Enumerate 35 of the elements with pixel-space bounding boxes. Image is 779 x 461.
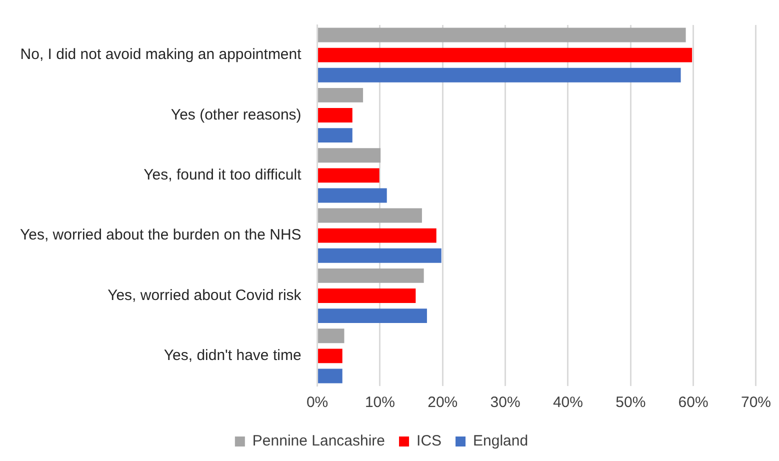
bar [318, 108, 352, 122]
bar [318, 368, 342, 384]
bar [318, 168, 380, 183]
bar [318, 288, 416, 303]
bar [318, 68, 681, 82]
x-tick-label: 60% [678, 394, 708, 412]
bar [318, 268, 424, 283]
x-tick-label: 0% [306, 394, 328, 412]
bar [318, 128, 352, 143]
bar [318, 308, 427, 324]
bar [318, 208, 422, 223]
bar [318, 248, 442, 263]
bar [318, 188, 387, 203]
bar [318, 28, 686, 42]
y-tick-label: No, I did not avoid making an appointment [20, 46, 302, 64]
bar [318, 148, 381, 163]
y-tick-label: Yes, worried about Covid risk [108, 286, 302, 304]
x-tick-label: 10% [364, 394, 395, 412]
bar [318, 88, 364, 102]
y-tick-label: Yes, found it too difficult [144, 166, 302, 184]
y-tick-label: Yes, worried about the burden on the NHS [20, 226, 302, 244]
y-tick-label: Yes (other reasons) [170, 106, 302, 124]
x-tick-label: 40% [552, 394, 583, 412]
x-tick-label: 30% [490, 394, 520, 412]
legend-label: England [473, 432, 528, 450]
bar [318, 348, 342, 364]
y-tick-label: Yes, didn't have time [164, 347, 302, 364]
x-tick-label: 20% [428, 394, 458, 412]
legend-label: Pennine Lancashire [252, 432, 386, 450]
x-tick-label: 50% [616, 394, 646, 412]
x-tick-label: 70% [740, 394, 772, 412]
bar [318, 228, 436, 243]
bar [318, 48, 692, 62]
legend-label: ICS [416, 432, 442, 450]
bar [318, 328, 344, 344]
